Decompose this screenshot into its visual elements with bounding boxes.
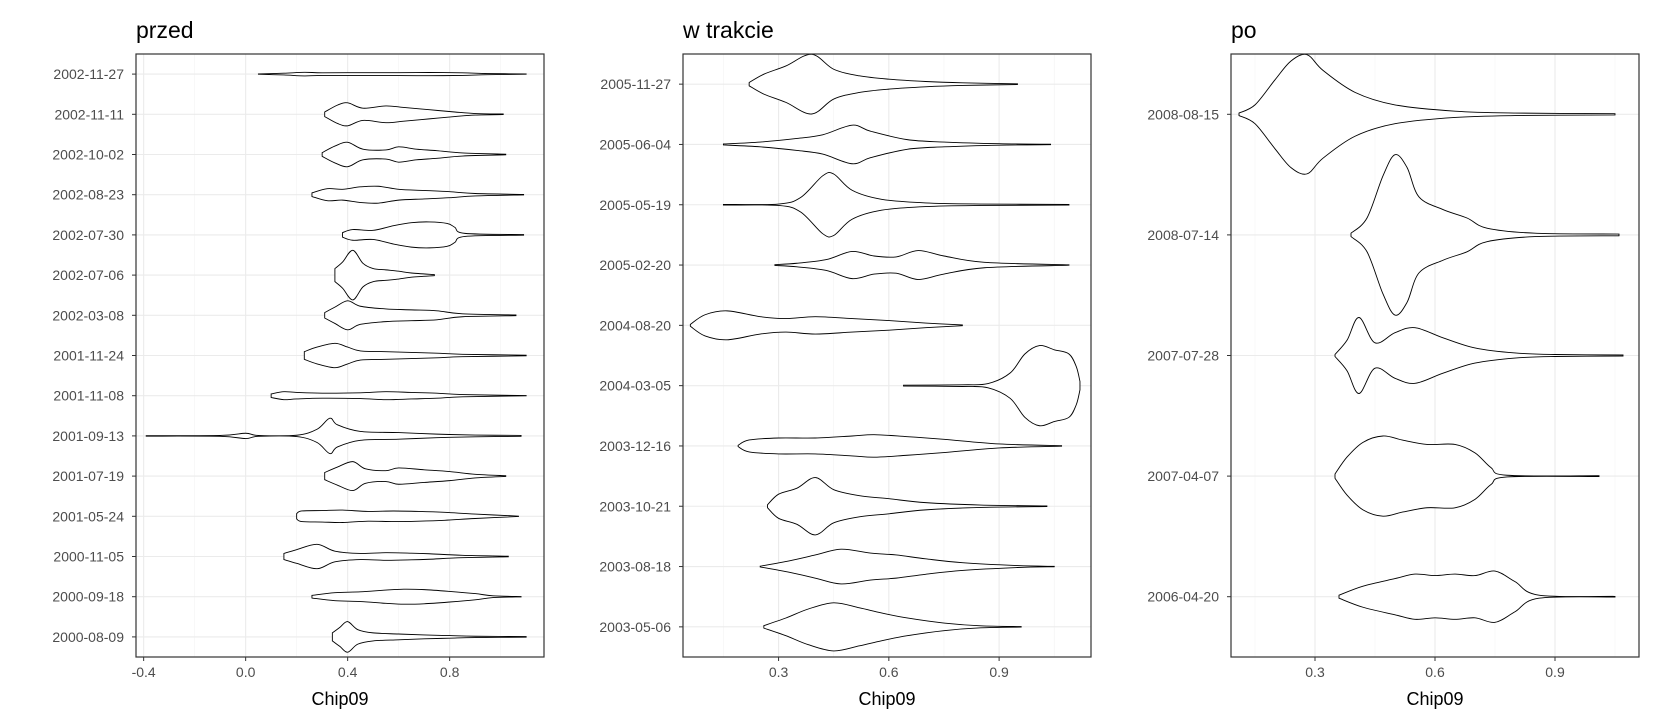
x-axis-label: Chip09 (1406, 689, 1463, 709)
y-tick-label: 2002-03-08 (52, 307, 124, 323)
y-tick-label: 2003-05-06 (599, 619, 671, 635)
y-tick-label: 2001-07-19 (52, 468, 124, 484)
panel-0: 2002-11-27 2002-11-11 2002-10-02 2002-08-23… (52, 17, 545, 709)
violin-2003-05-06 (763, 602, 1022, 652)
violin-2001-11-08 (270, 391, 527, 401)
violin-2004-03-05 (903, 345, 1081, 427)
y-tick-label: 2000-11-05 (53, 549, 124, 565)
x-axis-label: Chip09 (311, 689, 368, 709)
panel-border (682, 53, 1092, 658)
violin-2005-11-27 (748, 53, 1018, 115)
y-tick-label: 2007-04-07 (1147, 468, 1219, 484)
y-tick-label: 2003-08-18 (599, 559, 671, 575)
y-tick-label: 2002-07-30 (52, 227, 124, 243)
violin-2002-11-11 (324, 102, 504, 127)
y-tick-label: 2004-03-05 (599, 378, 671, 394)
x-tick-label: -0.4 (132, 664, 156, 680)
x-axis-label: Chip09 (858, 689, 915, 709)
violin-2001-11-24 (303, 342, 527, 369)
violin-2003-08-18 (759, 548, 1055, 585)
panel-title: przed (136, 17, 194, 43)
violin-2005-02-20 (774, 250, 1070, 280)
violin-2002-08-23 (311, 185, 525, 204)
violin-2001-09-13 (145, 417, 522, 455)
panel-2: 2008-08-15 2008-07-14 2007-07-28 2007-04-07… (1147, 17, 1640, 709)
y-tick-label: 2005-06-04 (599, 136, 671, 152)
y-tick-label: 2001-11-08 (53, 388, 124, 404)
violin-2003-10-21 (767, 477, 1048, 536)
x-tick-label: 0.3 (1305, 664, 1325, 680)
violin-2000-08-09 (331, 621, 527, 653)
x-tick-label: 0.3 (769, 664, 789, 680)
y-tick-label: 2005-02-20 (599, 257, 671, 273)
y-tick-label: 2001-11-24 (53, 348, 124, 364)
violin-2002-07-30 (342, 221, 525, 249)
y-tick-label: 2002-08-23 (52, 187, 124, 203)
y-tick-label: 2002-07-06 (52, 267, 124, 283)
y-tick-label: 2008-07-14 (1147, 227, 1219, 243)
x-tick-label: 0.6 (1425, 664, 1445, 680)
violin-2002-03-08 (324, 300, 517, 331)
violin-2001-07-19 (324, 461, 507, 492)
y-tick-label: 2003-12-16 (599, 438, 671, 454)
violin-2000-11-05 (283, 543, 509, 570)
y-tick-label: 2008-08-15 (1147, 106, 1219, 122)
violin-2002-11-27 (257, 71, 527, 77)
violin-2003-12-16 (737, 434, 1063, 458)
x-tick-label: 0.0 (236, 664, 256, 680)
y-tick-label: 2003-10-21 (599, 498, 671, 514)
violin-2005-06-04 (722, 124, 1052, 165)
violin-2000-09-18 (311, 588, 522, 605)
y-tick-label: 2007-07-28 (1147, 348, 1219, 364)
x-tick-label: 0.6 (879, 664, 899, 680)
y-tick-label: 2001-05-24 (52, 508, 124, 524)
violin-2007-04-07 (1334, 435, 1600, 517)
violin-2002-07-06 (334, 249, 435, 301)
y-tick-label: 2002-11-11 (54, 106, 124, 122)
violin-2002-10-02 (321, 141, 507, 168)
y-tick-label: 2000-08-09 (52, 629, 124, 645)
x-tick-label: 0.8 (440, 664, 460, 680)
panel-title: po (1231, 17, 1257, 43)
x-tick-label: 0.9 (989, 664, 1009, 680)
violin-2008-08-15 (1238, 53, 1616, 175)
violin-2004-08-20 (689, 310, 963, 341)
y-tick-label: 2000-09-18 (52, 589, 124, 605)
y-tick-label: 2002-10-02 (52, 147, 124, 163)
y-tick-label: 2005-11-27 (600, 76, 671, 92)
panel-1: 2005-11-27 2005-06-04 2005-05-19 2005-02-20… (599, 17, 1092, 709)
y-tick-label: 2002-11-27 (53, 66, 124, 82)
violin-2007-07-28 (1334, 317, 1624, 394)
y-tick-label: 2001-09-13 (52, 428, 124, 444)
violin-2006-04-20 (1338, 570, 1616, 623)
x-tick-label: 0.9 (1545, 664, 1565, 680)
violin-2005-05-19 (722, 172, 1070, 238)
panel-title: w trakcie (682, 17, 774, 43)
y-tick-label: 2006-04-20 (1147, 589, 1219, 605)
y-tick-label: 2004-08-20 (599, 317, 671, 333)
violin-2008-07-14 (1350, 154, 1620, 316)
y-tick-label: 2005-05-19 (599, 197, 671, 213)
x-tick-label: 0.4 (338, 664, 358, 680)
violin-2001-05-24 (296, 509, 519, 523)
